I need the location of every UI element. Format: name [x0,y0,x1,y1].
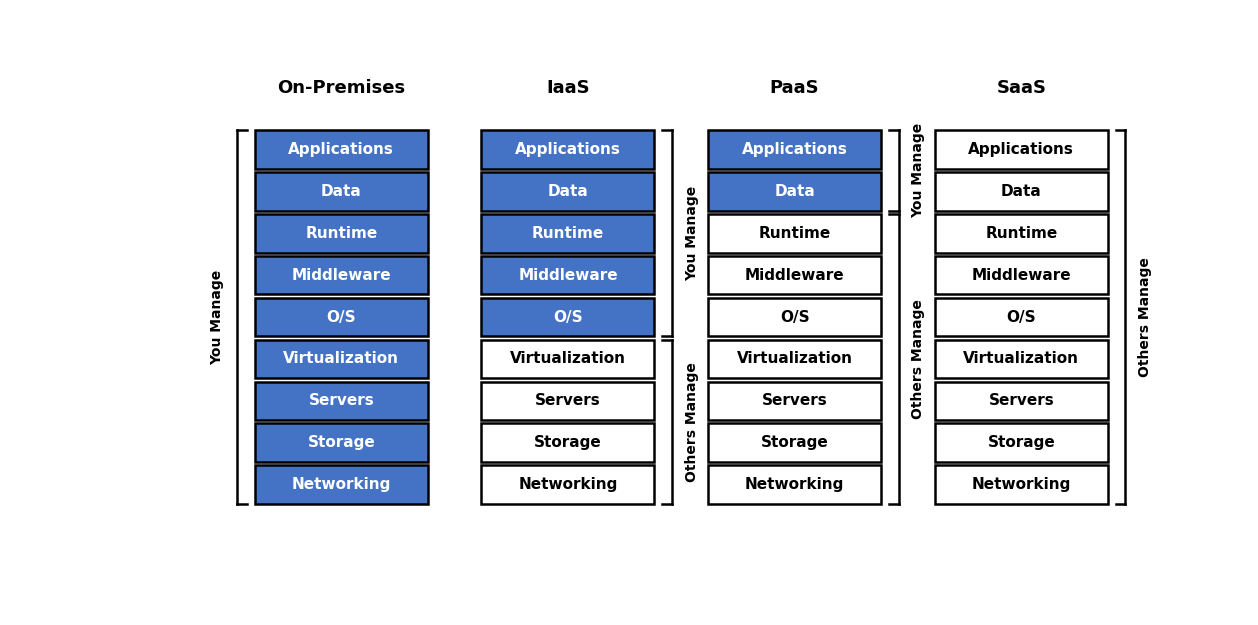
FancyBboxPatch shape [254,214,428,253]
FancyBboxPatch shape [708,298,881,336]
Text: Virtualization: Virtualization [964,351,1079,366]
Text: Data: Data [1001,184,1042,199]
FancyBboxPatch shape [482,256,654,294]
Text: O/S: O/S [327,309,356,324]
FancyBboxPatch shape [935,465,1108,504]
Text: You Manage: You Manage [684,186,698,281]
FancyBboxPatch shape [708,465,881,504]
Text: Others Manage: Others Manage [684,362,698,482]
Text: Applications: Applications [969,142,1074,157]
FancyBboxPatch shape [935,340,1108,378]
Text: Data: Data [774,184,815,199]
FancyBboxPatch shape [254,340,428,378]
Text: Runtime: Runtime [306,226,377,241]
FancyBboxPatch shape [708,423,881,462]
Text: Servers: Servers [989,393,1054,408]
Text: O/S: O/S [780,309,809,324]
Text: Storage: Storage [535,435,601,450]
FancyBboxPatch shape [935,298,1108,336]
FancyBboxPatch shape [708,340,881,378]
Text: On-Premises: On-Premises [277,79,405,97]
FancyBboxPatch shape [935,381,1108,420]
Text: Networking: Networking [745,477,844,492]
FancyBboxPatch shape [708,131,881,169]
Text: Applications: Applications [288,142,394,157]
Text: Others Manage: Others Manage [1138,257,1152,377]
FancyBboxPatch shape [708,214,881,253]
Text: O/S: O/S [1006,309,1037,324]
FancyBboxPatch shape [482,340,654,378]
FancyBboxPatch shape [935,131,1108,169]
FancyBboxPatch shape [708,381,881,420]
Text: Servers: Servers [535,393,601,408]
Text: O/S: O/S [554,309,582,324]
Text: SaaS: SaaS [996,79,1047,97]
Text: Runtime: Runtime [532,226,604,241]
FancyBboxPatch shape [935,423,1108,462]
FancyBboxPatch shape [935,214,1108,253]
Text: Middleware: Middleware [971,268,1071,282]
Text: Applications: Applications [742,142,848,157]
FancyBboxPatch shape [482,465,654,504]
Text: Networking: Networking [292,477,391,492]
Text: Virtualization: Virtualization [737,351,853,366]
Text: Data: Data [547,184,589,199]
Text: Networking: Networking [518,477,618,492]
FancyBboxPatch shape [254,256,428,294]
Text: IaaS: IaaS [546,79,590,97]
FancyBboxPatch shape [708,173,881,211]
Text: Applications: Applications [515,142,621,157]
FancyBboxPatch shape [482,131,654,169]
FancyBboxPatch shape [482,423,654,462]
FancyBboxPatch shape [482,381,654,420]
Text: Servers: Servers [762,393,828,408]
FancyBboxPatch shape [482,214,654,253]
FancyBboxPatch shape [708,256,881,294]
Text: Others Manage: Others Manage [911,299,926,419]
Text: Runtime: Runtime [759,226,830,241]
FancyBboxPatch shape [254,381,428,420]
Text: PaaS: PaaS [770,79,819,97]
FancyBboxPatch shape [935,256,1108,294]
FancyBboxPatch shape [935,173,1108,211]
Text: Storage: Storage [307,435,375,450]
Text: Runtime: Runtime [985,226,1058,241]
Text: Storage: Storage [988,435,1055,450]
Text: You Manage: You Manage [210,269,224,365]
Text: Middleware: Middleware [292,268,391,282]
Text: Virtualization: Virtualization [283,351,399,366]
FancyBboxPatch shape [254,131,428,169]
FancyBboxPatch shape [254,465,428,504]
FancyBboxPatch shape [482,173,654,211]
FancyBboxPatch shape [482,298,654,336]
FancyBboxPatch shape [254,423,428,462]
Text: Virtualization: Virtualization [509,351,626,366]
FancyBboxPatch shape [254,173,428,211]
Text: Data: Data [321,184,361,199]
FancyBboxPatch shape [254,298,428,336]
Text: You Manage: You Manage [911,123,926,218]
Text: Servers: Servers [308,393,374,408]
Text: Storage: Storage [761,435,829,450]
Text: Middleware: Middleware [745,268,844,282]
Text: Middleware: Middleware [518,268,618,282]
Text: Networking: Networking [971,477,1071,492]
